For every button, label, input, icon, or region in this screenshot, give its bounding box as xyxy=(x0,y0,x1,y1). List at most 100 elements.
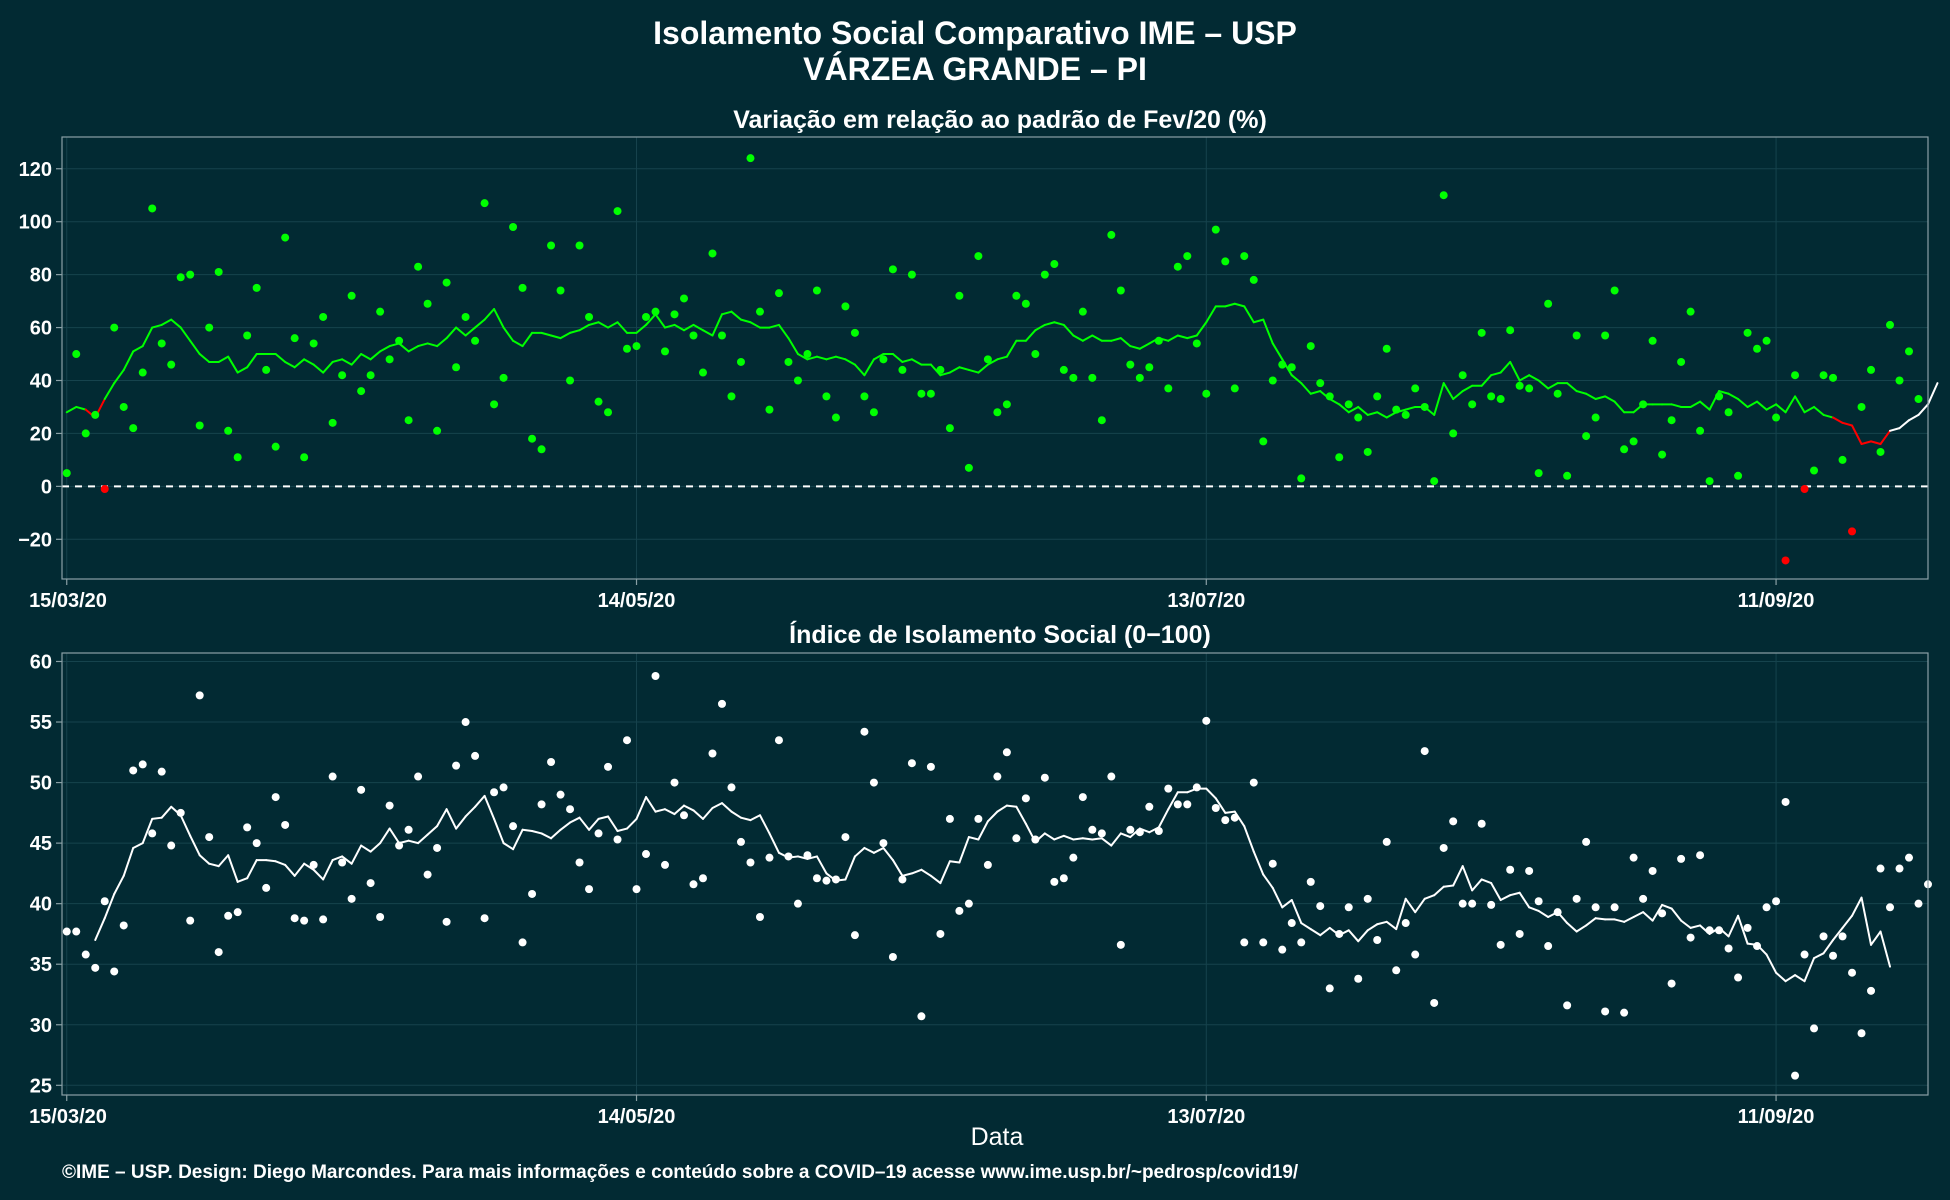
variation-moving-average-segment xyxy=(1841,421,1854,427)
variation-daily-point xyxy=(822,392,831,401)
variation-daily-point xyxy=(1572,331,1581,340)
variation-daily-point xyxy=(100,485,109,494)
index-daily-point xyxy=(91,963,100,972)
variation-moving-average-segment xyxy=(179,326,192,342)
index-moving-average-segment xyxy=(1053,834,1065,841)
index-daily-point xyxy=(366,879,375,888)
index-daily-point xyxy=(1876,864,1885,873)
variation-moving-average-segment xyxy=(1765,403,1778,411)
variation-y-tick-label: 0 xyxy=(41,476,52,498)
index-daily-point xyxy=(1686,933,1695,942)
index-daily-point xyxy=(195,691,204,700)
variation-moving-average-segment xyxy=(768,323,780,329)
variation-moving-average-segment xyxy=(1575,390,1588,395)
variation-daily-point xyxy=(1173,262,1182,271)
variation-moving-average-segment xyxy=(512,339,524,348)
index-moving-average-segment xyxy=(189,834,201,857)
variation-daily-point xyxy=(442,278,451,287)
variation-moving-average-segment xyxy=(1195,321,1208,337)
variation-x-axis: 15/03/20 14/05/20 13/07/20 11/09/20 xyxy=(29,579,1814,612)
index-daily-point xyxy=(1164,784,1173,793)
variation-y-tick-label: −20 xyxy=(18,529,52,551)
figure-title-line1: Isolamento Social Comparativo IME – USP xyxy=(653,15,1297,51)
variation-daily-point xyxy=(841,302,850,311)
index-moving-average-segment xyxy=(455,815,467,830)
variation-daily-point xyxy=(224,426,233,435)
index-daily-point xyxy=(1658,909,1667,918)
variation-daily-point xyxy=(1145,363,1154,372)
variation-daily-points xyxy=(62,154,1923,565)
index-moving-average-segment xyxy=(388,827,401,845)
index-moving-average-segment xyxy=(958,836,970,864)
variation-moving-average-segment xyxy=(1309,390,1322,395)
index-daily-point xyxy=(926,762,935,771)
variation-moving-average-segment xyxy=(834,355,847,361)
index-moving-average-segment xyxy=(1081,837,1094,841)
variation-daily-point xyxy=(1097,416,1106,425)
variation-daily-point xyxy=(176,273,185,282)
variation-moving-average-segment xyxy=(559,331,572,340)
variation-daily-point xyxy=(717,331,726,340)
variation-moving-average-segment xyxy=(1129,345,1141,350)
variation-moving-average-segment xyxy=(417,342,429,348)
index-daily-point xyxy=(604,762,613,771)
variation-daily-point xyxy=(509,222,518,231)
index-moving-average-segment xyxy=(1575,924,1588,933)
index-moving-average-segment xyxy=(141,817,154,845)
index-daily-point xyxy=(309,860,318,869)
variation-moving-average-segment xyxy=(1442,382,1455,401)
index-moving-average-segment xyxy=(692,809,704,820)
variation-moving-average-segment xyxy=(901,358,913,363)
index-moving-average-segment xyxy=(673,804,685,816)
index-moving-average-segment xyxy=(132,842,144,849)
index-daily-point xyxy=(993,772,1002,781)
variation-moving-average-segment xyxy=(673,323,685,332)
index-daily-point xyxy=(1715,926,1724,935)
index-moving-average-segment xyxy=(350,844,363,865)
variation-daily-point xyxy=(1135,373,1144,382)
index-moving-average-segment xyxy=(1062,834,1075,841)
variation-moving-average-segment xyxy=(1138,342,1151,350)
index-panel: Índice de Isolamento Social (0−100) 25 30… xyxy=(29,620,1932,1151)
variation-daily-point xyxy=(1487,392,1496,401)
index-moving-average-segment xyxy=(863,846,875,854)
variation-daily-point xyxy=(1658,450,1667,459)
variation-daily-point xyxy=(604,408,613,417)
variation-daily-point xyxy=(1762,336,1771,345)
variation-moving-average-segment xyxy=(1870,440,1882,446)
variation-moving-average-segment xyxy=(1908,413,1920,422)
index-moving-average-segment xyxy=(730,810,742,819)
variation-daily-point xyxy=(1515,381,1524,390)
variation-daily-point xyxy=(537,445,546,454)
index-daily-point xyxy=(1335,929,1344,938)
variation-daily-point xyxy=(1639,400,1648,409)
variation-daily-point xyxy=(955,291,964,300)
index-daily-point xyxy=(632,885,641,894)
index-moving-average-segment xyxy=(474,794,486,808)
variation-moving-average-segment xyxy=(1357,405,1369,416)
index-daily-point xyxy=(1696,851,1705,860)
index-daily-point xyxy=(433,843,442,852)
variation-moving-average-segment xyxy=(122,350,135,371)
variation-moving-average-segment xyxy=(977,363,989,374)
variation-daily-point xyxy=(1601,331,1610,340)
index-gridlines xyxy=(62,653,1928,1095)
variation-moving-average-segment xyxy=(872,353,885,361)
index-daily-point xyxy=(1401,919,1410,928)
variation-daily-point xyxy=(575,241,584,250)
variation-daily-point xyxy=(556,286,565,295)
variation-moving-average-segment xyxy=(986,358,999,366)
variation-daily-point xyxy=(1221,257,1230,266)
index-moving-average-segment xyxy=(654,808,667,813)
variation-moving-average-segment xyxy=(1509,360,1521,382)
variation-moving-average-segment xyxy=(1547,382,1559,390)
variation-y-tick-label: 80 xyxy=(30,265,52,287)
index-daily-point xyxy=(1116,940,1125,949)
variation-moving-average-segment xyxy=(578,323,591,332)
variation-moving-average-segment xyxy=(777,323,790,340)
footer-credits: ©IME – USP. Design: Diego Marcondes. Par… xyxy=(62,1162,1299,1183)
index-daily-point xyxy=(1135,828,1144,837)
variation-daily-point xyxy=(490,400,499,409)
index-daily-point xyxy=(1724,944,1733,953)
variation-daily-point xyxy=(1059,365,1068,374)
